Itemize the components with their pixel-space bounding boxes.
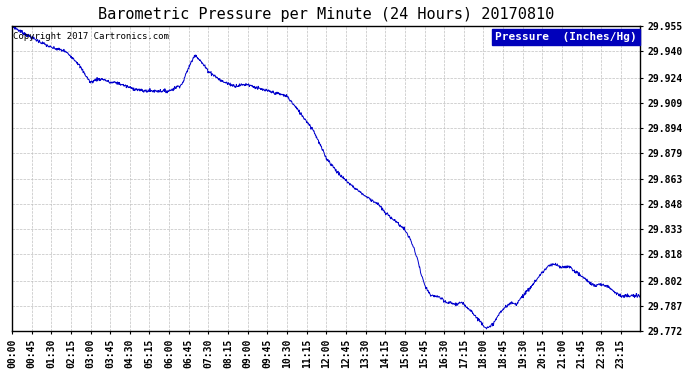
Text: Copyright 2017 Cartronics.com: Copyright 2017 Cartronics.com — [13, 32, 169, 41]
Title: Barometric Pressure per Minute (24 Hours) 20170810: Barometric Pressure per Minute (24 Hours… — [98, 7, 554, 22]
Text: Pressure  (Inches/Hg): Pressure (Inches/Hg) — [495, 32, 637, 42]
